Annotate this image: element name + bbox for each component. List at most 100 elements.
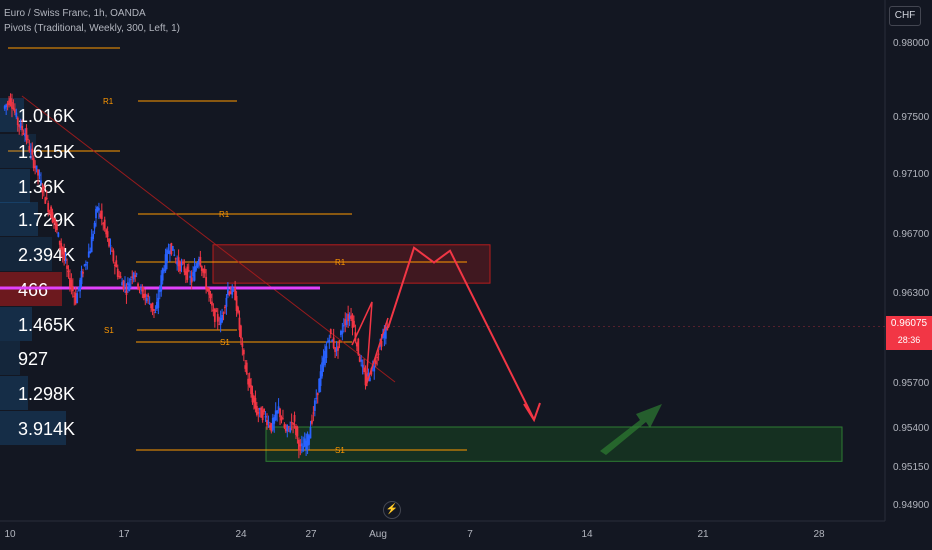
- candle-body: [119, 276, 122, 278]
- candle-body: [142, 293, 145, 298]
- candle-body: [148, 303, 151, 305]
- candle-body: [160, 275, 163, 292]
- candle-body: [82, 271, 84, 274]
- candle: [150, 303, 152, 313]
- candle-body: [260, 407, 263, 418]
- candle: [205, 269, 208, 294]
- candle: [222, 311, 225, 321]
- candle-body: [15, 112, 18, 118]
- candle-body: [322, 357, 325, 364]
- candle: [73, 291, 76, 306]
- candle-body: [358, 356, 361, 362]
- candle-body: [50, 206, 52, 219]
- candle-body: [61, 247, 64, 255]
- currency-badge[interactable]: CHF: [889, 6, 921, 26]
- candle: [102, 221, 105, 231]
- candle: [28, 139, 31, 153]
- candle-body: [53, 217, 55, 223]
- candle-body: [342, 325, 345, 327]
- candle-body: [309, 427, 312, 439]
- volume-profile-bar: [0, 202, 38, 236]
- candle: [231, 284, 234, 299]
- candle: [211, 293, 213, 312]
- support-zone: [265, 426, 843, 462]
- candle-body: [245, 362, 248, 374]
- candle-body: [21, 125, 24, 131]
- candle: [202, 268, 205, 279]
- candle: [284, 423, 287, 434]
- volume-profile-label: 3.914K: [18, 419, 75, 439]
- volume-profile-label: 466: [18, 280, 48, 300]
- bullish-arrow: [600, 404, 662, 455]
- candle: [183, 259, 186, 276]
- candle-body: [157, 297, 160, 308]
- candle-body: [363, 367, 365, 373]
- candle: [312, 406, 315, 422]
- candle-body: [24, 134, 26, 137]
- candle: [274, 402, 277, 422]
- candle-body: [238, 317, 241, 331]
- lightning-icon[interactable]: ⚡: [383, 501, 401, 519]
- candle: [125, 283, 128, 304]
- candle: [193, 258, 196, 282]
- candle-body: [176, 261, 179, 265]
- candle: [250, 378, 252, 398]
- candle-body: [282, 418, 284, 420]
- candle: [45, 190, 48, 201]
- candle-body: [125, 290, 128, 295]
- candle-body: [189, 275, 192, 278]
- volume-profile-bar: [0, 237, 52, 271]
- candle: [179, 260, 181, 275]
- y-tick-label: 0.94900: [893, 500, 930, 511]
- candle: [337, 342, 339, 359]
- candle-body: [84, 263, 87, 266]
- candle: [116, 264, 119, 280]
- candle-body: [351, 314, 354, 328]
- candle: [305, 433, 308, 456]
- candle: [182, 259, 184, 266]
- candle: [328, 334, 331, 349]
- candle-body: [229, 291, 232, 295]
- candle-body: [103, 219, 106, 229]
- volume-profile-bar: [0, 307, 32, 341]
- candle-body: [242, 349, 245, 355]
- candle-body: [108, 238, 110, 247]
- candle-body: [274, 410, 277, 421]
- candle: [276, 409, 279, 422]
- candle: [31, 142, 34, 161]
- candle-body: [150, 303, 152, 309]
- indicator-title[interactable]: Pivots (Traditional, Weekly, 300, Left, …: [4, 23, 181, 34]
- candle-body: [331, 340, 334, 342]
- candle: [209, 290, 212, 304]
- candle-body: [305, 440, 308, 451]
- candle-body: [295, 425, 297, 436]
- candle: [142, 286, 145, 301]
- candle: [57, 231, 60, 238]
- candle: [199, 250, 202, 268]
- candle: [237, 305, 239, 315]
- candle: [158, 285, 161, 300]
- candle-body: [141, 287, 144, 292]
- candle-body: [83, 264, 86, 266]
- candle: [377, 349, 380, 361]
- candle-body: [124, 284, 126, 286]
- candle: [271, 413, 274, 432]
- symbol-title[interactable]: Euro / Swiss Franc, 1h, OANDA: [4, 8, 146, 19]
- candle: [138, 286, 141, 294]
- candle: [96, 206, 99, 213]
- candle-body: [25, 127, 28, 141]
- candle: [160, 270, 163, 297]
- y-tick-label: 0.96300: [893, 288, 930, 299]
- candle: [177, 249, 180, 273]
- candle-body: [186, 266, 189, 280]
- candle: [334, 347, 337, 359]
- candle: [51, 208, 54, 224]
- candle-body: [360, 359, 363, 362]
- candle: [357, 337, 360, 356]
- candle-body: [315, 397, 318, 399]
- candle-body: [273, 417, 276, 424]
- candle-body: [328, 339, 331, 342]
- candle-body: [276, 410, 279, 414]
- candle: [18, 124, 21, 135]
